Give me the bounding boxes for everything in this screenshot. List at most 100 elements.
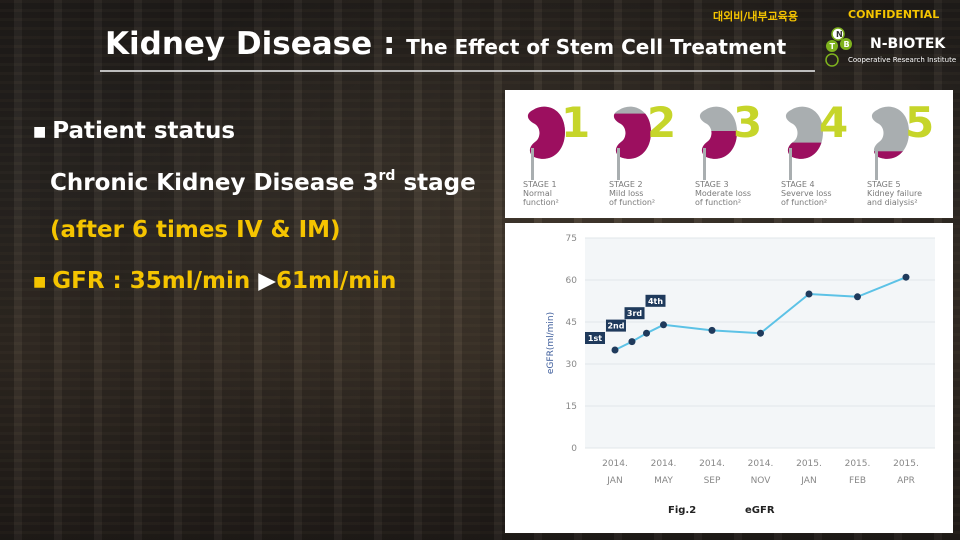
egfr-chart-panel: 0 15 30 45 60 75 eGFR(ml/min) 2014. JAN 2014. MAY 2… (505, 223, 953, 533)
ureter (617, 148, 620, 180)
title-sub: The Effect of Stem Cell Treatment (406, 35, 787, 59)
play-arrow-icon: ▶ (258, 268, 276, 294)
gfr-line: ■ GFR : 35ml/min ▶61ml/min (33, 268, 396, 294)
kidney-stage-5: 5 STAGE 5 Kidney failure and dialysis² (853, 90, 941, 218)
injection-label-text: 3rd (627, 309, 643, 318)
stage-label-line: STAGE 5 (867, 180, 901, 189)
injection-label-box (585, 332, 605, 344)
x-tick-label: 2014. (651, 459, 677, 469)
kidney-stage-1: 1 STAGE 1 Normal function² (509, 90, 597, 218)
ureter (703, 148, 706, 180)
logo-subtitle: Cooperative Research Institute (848, 56, 957, 64)
gfr-label: GFR : 35ml/min (52, 268, 259, 294)
data-point (660, 321, 667, 329)
kidney-stage-3: 3 STAGE 3 Moderate loss of function² (681, 90, 769, 218)
gfr-value: 61ml/min (275, 268, 397, 294)
x-tick-label: 2015. (893, 459, 919, 469)
data-point (854, 293, 861, 301)
title-divider (100, 70, 815, 72)
diagnosis-text: Chronic Kidney Disease 3 (50, 170, 379, 196)
x-tick-label: JAN (606, 476, 622, 486)
stage-label-line: of function² (695, 198, 742, 207)
square-bullet-icon: ■ (33, 123, 47, 140)
logo-letter: N (836, 30, 843, 39)
data-point (708, 326, 716, 334)
plot-area (585, 238, 935, 448)
diagnosis-ordinal: rd (378, 168, 396, 184)
logo-mark-icon: N B T (825, 27, 852, 67)
stage-label: STAGE 4 Severve loss of function² (781, 180, 832, 207)
injection-label: 2nd (605, 319, 626, 332)
y-tick-label: 45 (566, 318, 577, 328)
logo-letter: T (830, 42, 836, 51)
data-point (757, 329, 764, 337)
egfr-chart: 0 15 30 45 60 75 eGFR(ml/min) 2014. JAN 2014. MAY 2… (546, 234, 935, 486)
x-tick-label: 2014. (699, 459, 725, 469)
stage-label-line: function² (523, 198, 559, 207)
company-logo: N B T N-BIOTEK Cooperative Research Inst… (824, 24, 957, 68)
diagnosis-stage: stage (395, 170, 476, 196)
logo-letter: B (844, 40, 850, 49)
stage-label-line: Moderate loss (695, 189, 752, 198)
x-tick-label: APR (897, 476, 915, 486)
stage-label-line: Kidney failure (867, 189, 923, 198)
kidney-icon (699, 106, 738, 180)
stage-number: 1 (561, 98, 591, 147)
x-tick-label: JAN (800, 476, 816, 486)
kidney-icon (871, 106, 910, 180)
data-point (902, 273, 910, 281)
kidney-function-fill (871, 151, 910, 159)
injection-label: 4th (645, 294, 666, 307)
kidney-stages-panel: 1 STAGE 1 Normal function² 2 STAGE 2 Mild loss… (505, 90, 953, 218)
stage-label-line: and dialysis² (867, 198, 918, 207)
injection-label: 3rd (624, 307, 645, 320)
x-tick-label: MAY (654, 476, 673, 486)
kidney-function-fill (785, 142, 824, 159)
x-tick-label: NOV (751, 476, 772, 486)
stage-label: STAGE 3 Moderate loss of function² (695, 180, 751, 207)
injection-label: 1st (585, 332, 605, 344)
data-point (805, 290, 813, 298)
korean-tag: 대외비/내부교육용 (713, 10, 798, 23)
ureter (875, 148, 878, 180)
stage-label-line: STAGE 3 (695, 180, 729, 189)
stage-label-line: Mild loss (609, 189, 644, 198)
injection-label-box (605, 319, 626, 332)
ureter (789, 148, 792, 180)
stage-label: STAGE 2 Mild loss of function² (609, 180, 655, 207)
square-bullet-icon: ■ (33, 273, 47, 290)
stage-label-line: Severve loss (781, 189, 832, 198)
y-tick-label: 60 (566, 276, 578, 286)
x-tick-label: FEB (849, 476, 866, 486)
y-tick-label: 30 (566, 360, 578, 370)
stage-label: STAGE 5 Kidney failure and dialysis² (867, 180, 922, 207)
stage-label-line: Normal (523, 189, 552, 198)
stage-number: 3 (733, 98, 763, 147)
patient-status-line: ■ Patient status (33, 118, 235, 144)
x-tick-label: 2014. (602, 459, 628, 469)
injection-label-text: 4th (648, 297, 663, 306)
y-axis-label: eGFR(ml/min) (546, 312, 556, 374)
x-tick-label: SEP (704, 476, 721, 486)
figure-name: eGFR (745, 505, 775, 516)
stage-label-line: STAGE 4 (781, 180, 815, 189)
stage-number: 2 (647, 98, 677, 147)
x-tick-label: 2015. (796, 459, 822, 469)
figure-caption: Fig.2 (668, 505, 697, 516)
stage-number: 4 (819, 98, 849, 147)
treatment-line: (after 6 times IV & IM) (50, 217, 341, 243)
kidney-stage-2: 2 STAGE 2 Mild loss of function² (595, 90, 683, 218)
stage-number: 5 (905, 98, 935, 147)
data-point (628, 338, 636, 346)
y-tick-label: 15 (566, 402, 577, 412)
injection-label-box (624, 307, 645, 320)
injection-label-text: 1st (588, 334, 602, 343)
title-main: Kidney Disease : (105, 26, 407, 62)
y-tick-label: 75 (566, 234, 577, 244)
injection-label-box (645, 294, 666, 307)
stage-label-line: STAGE 1 (523, 180, 557, 189)
y-tick-label: 0 (571, 444, 577, 454)
kidney-icon (785, 106, 824, 180)
logo-name: N-BIOTEK (870, 36, 946, 52)
x-tick-label: 2014. (748, 459, 774, 469)
